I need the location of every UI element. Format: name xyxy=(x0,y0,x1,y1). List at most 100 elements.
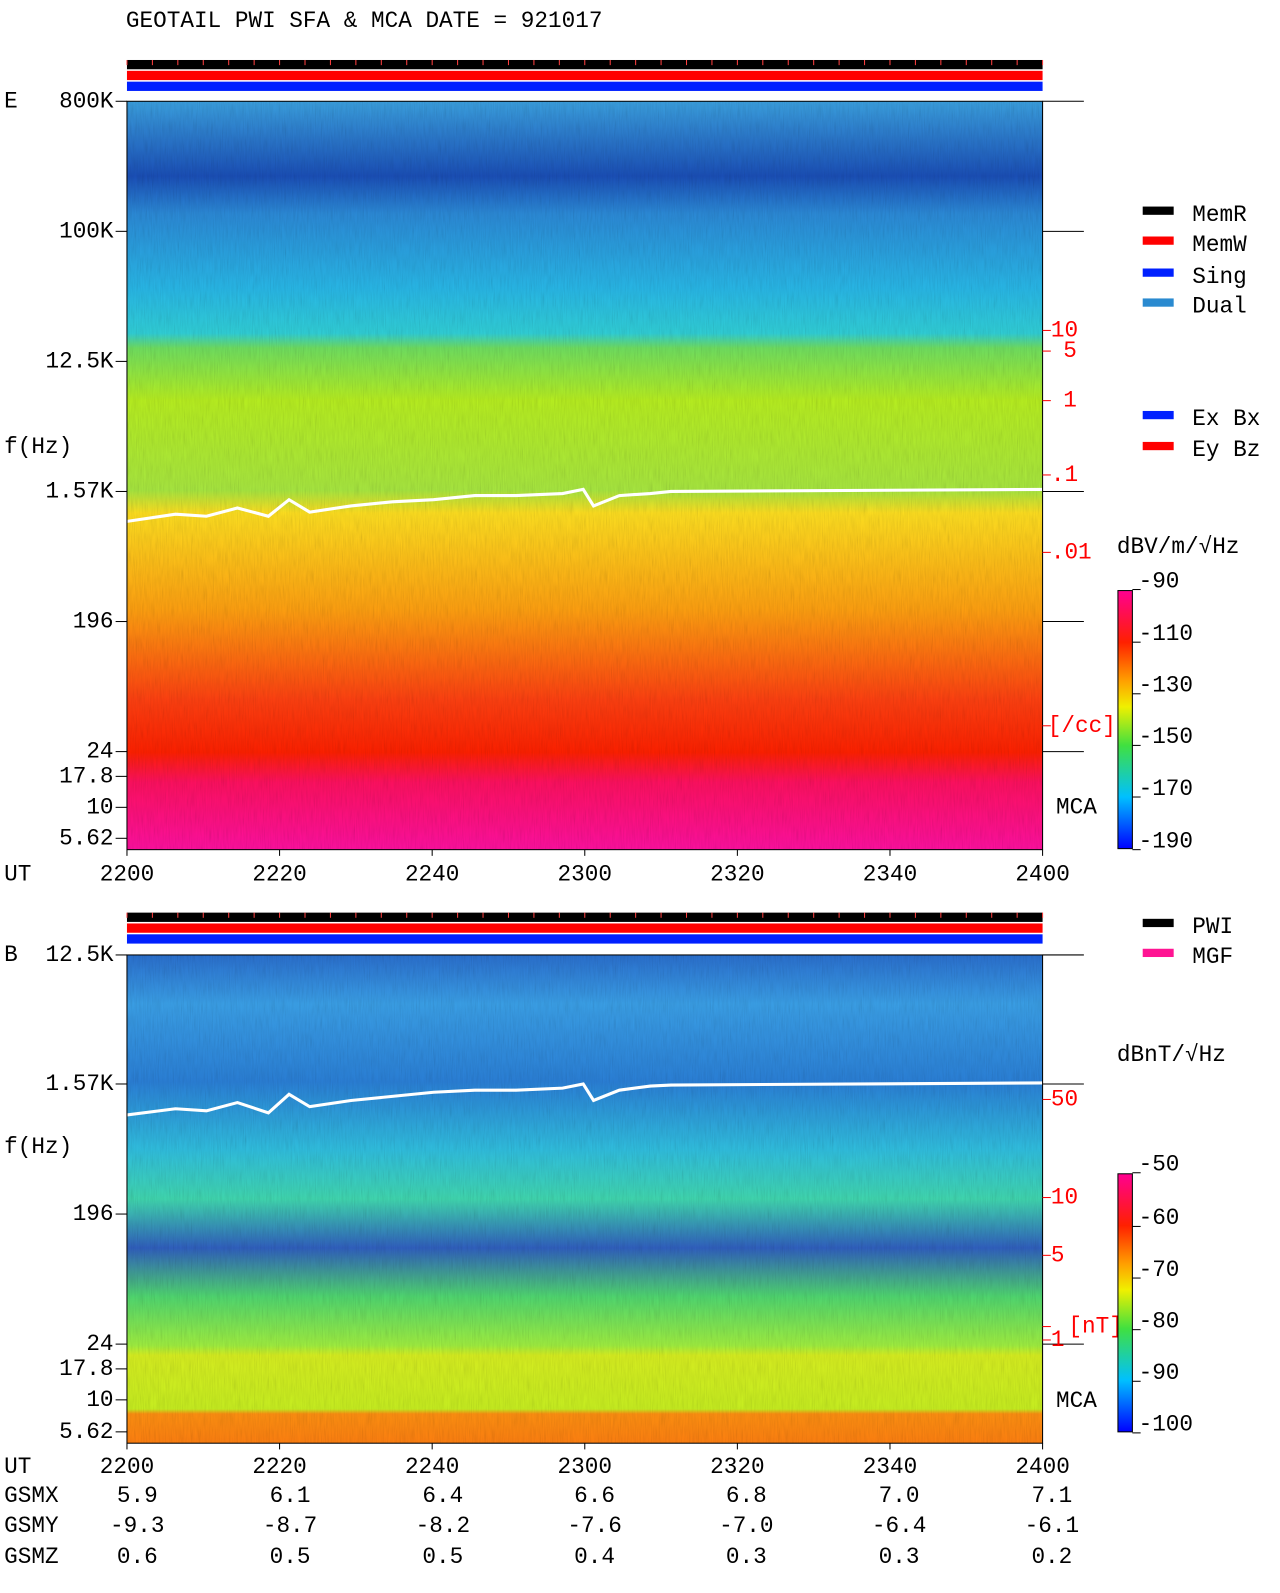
y-tick-label: 24 xyxy=(86,739,113,765)
colorbar-tick-label: -150 xyxy=(1139,724,1193,750)
orbit-value: -6.1 xyxy=(1025,1513,1079,1539)
x-tick-label: 2240 xyxy=(405,1454,459,1480)
plasma-line xyxy=(126,487,1043,523)
y-tick-label: 5.62 xyxy=(59,1419,113,1445)
orbit-value: -9.3 xyxy=(110,1513,164,1539)
orbit-value: 0.3 xyxy=(726,1544,767,1570)
y-tick-label: 10 xyxy=(86,1387,113,1413)
orbit-value: 0.5 xyxy=(270,1544,311,1570)
colorbar-tick-label: -100 xyxy=(1139,1412,1193,1438)
plasma-line xyxy=(126,1081,1043,1117)
right-tick-label: 50 xyxy=(1051,1086,1078,1112)
x-tick-label: 2400 xyxy=(1015,1454,1069,1480)
colorbar-tick-label: -50 xyxy=(1139,1152,1180,1178)
y-tick-label: 17.8 xyxy=(59,1356,113,1382)
spectrogram-texture xyxy=(126,101,1043,850)
orbit-value: 7.1 xyxy=(1031,1483,1072,1509)
mca-label: MCA xyxy=(1056,794,1097,820)
legend-swatch xyxy=(1142,410,1174,420)
right-tick-label: 1 xyxy=(1063,388,1077,414)
right-tick-label: 10 xyxy=(1051,317,1078,343)
legend-swatch xyxy=(1142,206,1174,215)
x-tick-label: 2300 xyxy=(558,861,612,887)
orbit-value: 0.6 xyxy=(117,1544,158,1570)
orbit-value: 6.4 xyxy=(422,1483,463,1509)
colorbar-unit: dBV/m/√Hz xyxy=(1117,534,1240,560)
x-tick-label: 2320 xyxy=(710,1454,764,1480)
x-tick-label: 2300 xyxy=(558,1454,612,1480)
y-tick-label: 17.8 xyxy=(59,763,113,789)
y-tick-label: 24 xyxy=(86,1331,113,1357)
legend-label: MemR xyxy=(1192,202,1247,228)
y-tick-label: 1.57K xyxy=(45,478,113,504)
orbit-value: -8.7 xyxy=(263,1513,317,1539)
panel-label: E xyxy=(4,88,18,114)
colorbar-unit: dBnT/√Hz xyxy=(1117,1042,1226,1068)
x-tick-label: 2340 xyxy=(863,1454,917,1480)
orbit-value: -6.4 xyxy=(872,1513,926,1539)
x-tick-label: 2200 xyxy=(100,1454,154,1480)
colorbar xyxy=(1117,590,1133,850)
x-tick-label: 2220 xyxy=(252,1454,306,1480)
legend-label: Sing xyxy=(1192,264,1246,290)
x-tick-label: 2220 xyxy=(252,861,306,887)
orbit-value: 5.9 xyxy=(117,1483,158,1509)
orbit-value: -7.6 xyxy=(567,1513,621,1539)
right-tick-label: 10 xyxy=(1051,1185,1078,1211)
colorbar-tick-label: -90 xyxy=(1139,1360,1180,1386)
x-tick-label: 2340 xyxy=(863,861,917,887)
orbit-label: GSMX xyxy=(4,1483,59,1509)
orbit-value: 7.0 xyxy=(879,1483,920,1509)
panels: Ef(Hz)800K100K12.5K1.57K1962417.8105.621… xyxy=(4,59,1260,1480)
y-tick-label: 12.5K xyxy=(45,942,113,968)
x-axis-label: UT xyxy=(4,861,31,887)
colorbar-tick-label: -80 xyxy=(1139,1308,1180,1334)
panel-label: B xyxy=(4,942,18,968)
y-tick-label: 196 xyxy=(73,609,114,635)
y-tick-label: 12.5K xyxy=(45,348,113,374)
legend-swatch xyxy=(1142,441,1174,451)
status-bar xyxy=(126,70,1043,81)
legend-swatch xyxy=(1142,298,1174,307)
right-tick-label: .01 xyxy=(1051,539,1092,565)
legend-label: MGF xyxy=(1192,944,1233,970)
colorbar-tick-label: -70 xyxy=(1139,1257,1180,1283)
y-axis-label: f(Hz) xyxy=(4,434,72,460)
orbit-value: 6.6 xyxy=(574,1483,615,1509)
orbit-value: 0.3 xyxy=(879,1544,920,1570)
orbit-table: GSMX 5.9 6.1 6.4 6.6 6.8 7.0 7.1 GSMY -9.3 -8.7 -8.… xyxy=(4,1483,1079,1570)
legend-swatch xyxy=(1142,948,1174,958)
right-tick-label: [nT] xyxy=(1068,1314,1122,1340)
colorbar-tick-label: -110 xyxy=(1139,621,1193,647)
status-bar xyxy=(126,934,1043,944)
colorbar-tick-label: -130 xyxy=(1139,673,1193,699)
y-axis-label: f(Hz) xyxy=(4,1134,72,1160)
y-tick-label: 5.62 xyxy=(59,825,113,851)
orbit-value: 6.1 xyxy=(270,1483,311,1509)
right-tick-label: 5 xyxy=(1063,338,1077,364)
orbit-label: GSMZ xyxy=(4,1544,58,1570)
x-tick-label: 2240 xyxy=(405,861,459,887)
status-bar xyxy=(126,923,1043,933)
y-tick-label: 1.57K xyxy=(45,1071,113,1097)
right-tick-label: .1 xyxy=(1051,462,1078,488)
orbit-value: -7.0 xyxy=(719,1513,773,1539)
spectrogram-texture xyxy=(126,954,1043,1444)
colorbar xyxy=(1117,1173,1133,1433)
colorbar-tick-label: -190 xyxy=(1139,828,1193,854)
colorbar-tick-label: -90 xyxy=(1139,568,1180,594)
colorbar-tick-label: -170 xyxy=(1139,776,1193,802)
y-tick-label: 100K xyxy=(59,218,114,244)
orbit-value: -8.2 xyxy=(416,1513,470,1539)
orbit-label: GSMY xyxy=(4,1513,59,1539)
legend-label: Dual xyxy=(1192,294,1246,320)
legend-label: Ex Bx xyxy=(1192,406,1260,432)
status-bar xyxy=(126,81,1043,91)
orbit-value: 6.8 xyxy=(726,1483,767,1509)
right-tick-label: 5 xyxy=(1051,1242,1065,1268)
right-tick-label: [/cc] xyxy=(1048,713,1116,739)
legend-label: Ey Bz xyxy=(1192,437,1260,463)
orbit-value: 0.4 xyxy=(574,1544,615,1570)
